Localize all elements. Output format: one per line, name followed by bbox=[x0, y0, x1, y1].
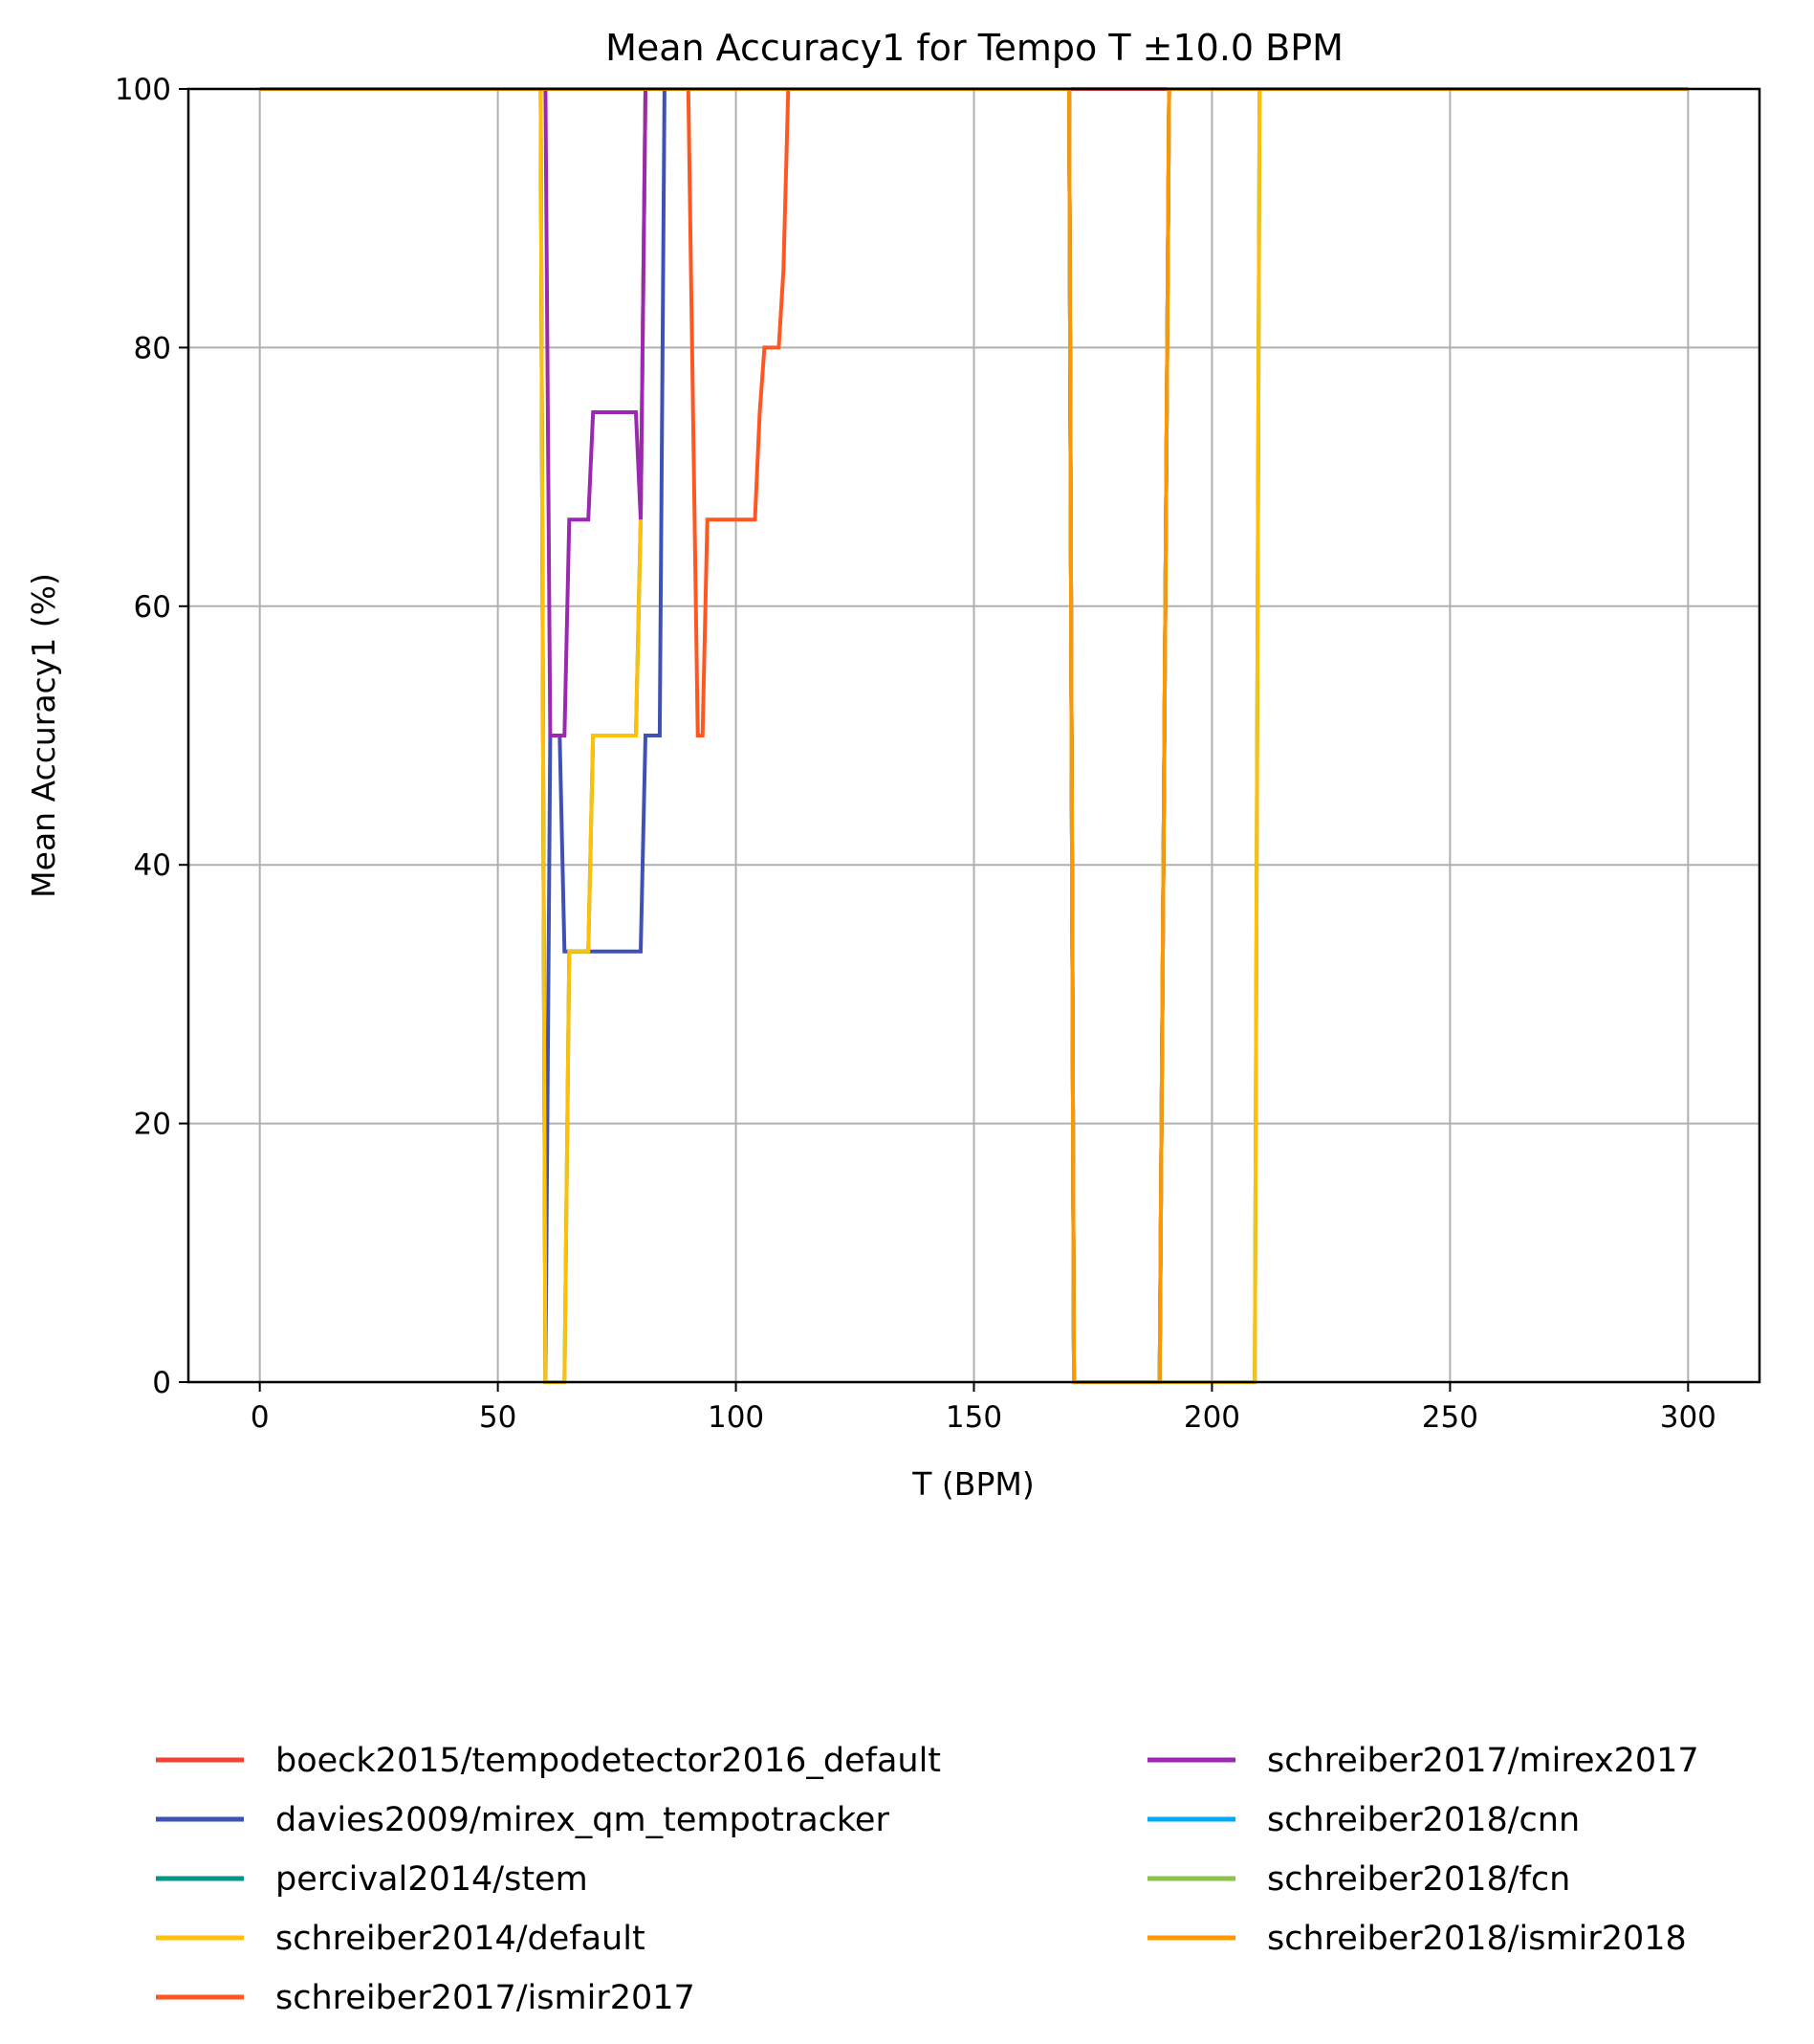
y-tick-label: 40 bbox=[134, 848, 171, 883]
y-axis-ticks: 0 20 40 60 80 100 bbox=[115, 73, 188, 1400]
legend-label: percival2014/stem bbox=[275, 1860, 588, 1899]
y-tick-label: 80 bbox=[134, 331, 171, 365]
x-tick-label: 200 bbox=[1184, 1400, 1240, 1435]
legend-label: boeck2015/tempodetector2016_default bbox=[275, 1742, 941, 1780]
y-tick-label: 60 bbox=[134, 590, 171, 625]
legend-label: schreiber2017/mirex2017 bbox=[1267, 1742, 1699, 1780]
chart-title: Mean Accuracy1 for Tempo T ±10.0 BPM bbox=[605, 27, 1344, 69]
x-tick-label: 100 bbox=[708, 1400, 764, 1435]
legend-label: schreiber2018/fcn bbox=[1267, 1860, 1570, 1899]
legend-label: schreiber2018/ismir2018 bbox=[1267, 1920, 1687, 1958]
x-tick-label: 250 bbox=[1422, 1400, 1478, 1435]
y-tick-label: 0 bbox=[152, 1366, 171, 1400]
y-tick-label: 20 bbox=[134, 1108, 171, 1142]
x-tick-label: 0 bbox=[251, 1400, 270, 1435]
x-tick-label: 150 bbox=[946, 1400, 1002, 1435]
legend-label: davies2009/mirex_qm_tempotracker bbox=[275, 1801, 889, 1839]
legend-label: schreiber2018/cnn bbox=[1267, 1801, 1580, 1839]
y-axis-label: Mean Accuracy1 (%) bbox=[25, 573, 62, 898]
y-tick-label: 100 bbox=[115, 73, 171, 107]
x-tick-label: 50 bbox=[479, 1400, 516, 1435]
grid-lines bbox=[188, 88, 1759, 1383]
legend-label: schreiber2017/ismir2017 bbox=[275, 1979, 695, 2017]
x-axis-label: T (BPM) bbox=[911, 1465, 1034, 1503]
legend-label: schreiber2014/default bbox=[275, 1920, 645, 1958]
x-tick-label: 300 bbox=[1660, 1400, 1716, 1435]
legend: boeck2015/tempodetector2016_defaultdavie… bbox=[156, 1742, 1699, 2017]
x-axis-ticks: 0 50 100 150 200 250 300 bbox=[251, 1382, 1716, 1435]
